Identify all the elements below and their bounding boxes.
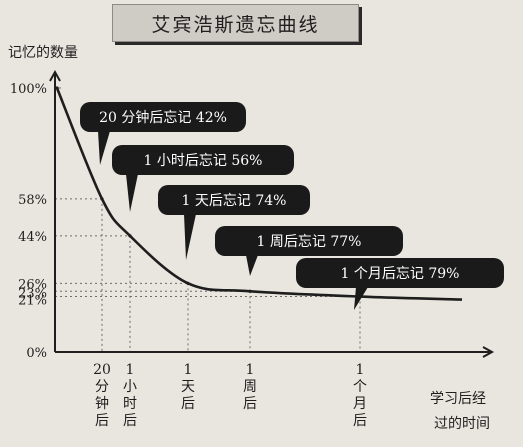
x-tick-label-line: 1 xyxy=(246,362,255,378)
callout-text: 1 个月后忘记 79% xyxy=(341,266,460,282)
callout-bubble: 20 分钟后忘记 42% xyxy=(80,102,246,165)
y-axis-arrow xyxy=(49,69,61,82)
curve-point xyxy=(100,197,104,201)
y-tick-label: 58% xyxy=(18,193,47,208)
x-axis-label-line-1: 学习后经 xyxy=(430,391,486,407)
y-tick-label: 26% xyxy=(18,277,47,292)
y-tick-label: 21% xyxy=(18,294,47,309)
callout-box xyxy=(158,185,310,215)
x-tick-label-line: 后 xyxy=(243,396,257,412)
x-tick-label-line: 1 xyxy=(356,362,365,378)
x-axis-label-line-2: 过的时间 xyxy=(434,416,490,432)
x-tick-label-line: 分 xyxy=(95,379,109,395)
x-tick-label: 1天后 xyxy=(181,362,195,412)
callout-pointer xyxy=(184,214,196,260)
x-tick-label-line: 小 xyxy=(123,379,137,395)
x-tick-label-line: 个 xyxy=(353,379,367,395)
curve-point xyxy=(248,289,252,293)
x-tick-label-line: 周 xyxy=(243,379,257,395)
x-tick-label-line: 后 xyxy=(95,413,109,429)
callout-pointer xyxy=(246,255,258,276)
y-tick-label: 100% xyxy=(10,82,47,97)
callout-text: 1 小时后忘记 56% xyxy=(144,153,263,169)
x-tick-label-line: 月 xyxy=(353,396,367,412)
x-axis-arrow xyxy=(482,346,495,358)
callout-box xyxy=(112,145,294,175)
callout-bubble: 1 小时后忘记 56% xyxy=(112,145,294,212)
x-tick-label: 1周后 xyxy=(243,362,257,412)
x-tick-label-line: 钟 xyxy=(95,395,109,412)
callout-bubble: 1 个月后忘记 79% xyxy=(296,258,504,310)
callout-box xyxy=(296,258,504,288)
curve-point xyxy=(128,234,132,238)
callout-pointer xyxy=(98,131,110,165)
x-tick-label-line: 1 xyxy=(126,362,135,378)
callout-text: 1 周后忘记 77% xyxy=(257,234,362,250)
x-tick-label-line: 1 xyxy=(184,362,193,378)
y-tick-label: 44% xyxy=(18,230,47,245)
y-axis-label: 记忆的数量 xyxy=(8,45,78,61)
callout-text: 1 天后忘记 74% xyxy=(182,193,287,209)
x-tick-label-line: 后 xyxy=(353,413,367,429)
chart-title: 艾宾浩斯遗忘曲线 xyxy=(112,4,359,42)
x-tick-label-line: 后 xyxy=(123,413,137,429)
curve-point xyxy=(55,86,59,90)
callout-box xyxy=(215,226,403,256)
callout-pointer xyxy=(354,287,368,310)
y-tick-label: 23% xyxy=(18,286,47,301)
callout-box xyxy=(80,102,246,132)
x-tick-label-line: 后 xyxy=(181,396,195,412)
x-tick-label-line: 时 xyxy=(123,396,137,412)
x-tick-label-line: 20 xyxy=(93,362,111,378)
curve-point xyxy=(186,281,190,285)
y-tick-label: 0% xyxy=(26,346,47,361)
callout-pointer xyxy=(126,174,138,212)
callout-bubble: 1 周后忘记 77% xyxy=(215,226,403,276)
callout-bubble: 1 天后忘记 74% xyxy=(158,185,310,260)
x-tick-label-line: 天 xyxy=(181,379,195,395)
callout-text: 20 分钟后忘记 42% xyxy=(99,109,227,126)
